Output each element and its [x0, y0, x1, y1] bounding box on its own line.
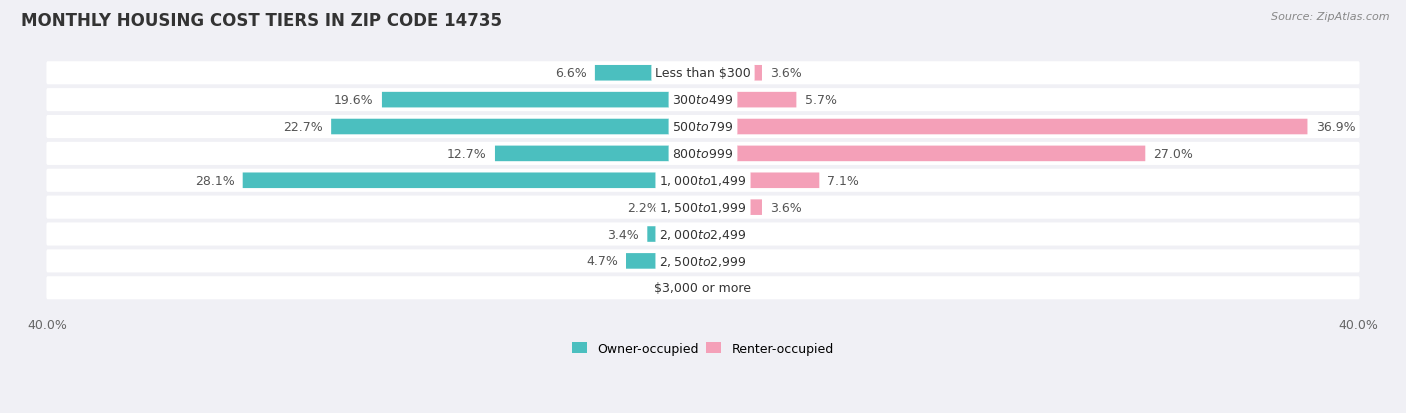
Text: 22.7%: 22.7% — [283, 121, 323, 134]
Text: Source: ZipAtlas.com: Source: ZipAtlas.com — [1271, 12, 1389, 22]
Text: 3.4%: 3.4% — [607, 228, 640, 241]
Text: 5.7%: 5.7% — [804, 94, 837, 107]
Text: 3.6%: 3.6% — [770, 201, 801, 214]
FancyBboxPatch shape — [647, 227, 703, 242]
FancyBboxPatch shape — [46, 62, 1360, 85]
FancyBboxPatch shape — [46, 196, 1360, 219]
FancyBboxPatch shape — [595, 66, 703, 81]
Text: 28.1%: 28.1% — [195, 174, 235, 188]
Text: 0.0%: 0.0% — [711, 255, 744, 268]
FancyBboxPatch shape — [46, 277, 1360, 299]
FancyBboxPatch shape — [46, 142, 1360, 166]
FancyBboxPatch shape — [332, 119, 703, 135]
FancyBboxPatch shape — [495, 146, 703, 162]
Text: 19.6%: 19.6% — [335, 94, 374, 107]
FancyBboxPatch shape — [666, 200, 703, 216]
Text: 7.1%: 7.1% — [828, 174, 859, 188]
Text: 3.6%: 3.6% — [770, 67, 801, 80]
FancyBboxPatch shape — [703, 119, 1308, 135]
FancyBboxPatch shape — [703, 66, 762, 81]
Text: 4.7%: 4.7% — [586, 255, 617, 268]
Text: 0.0%: 0.0% — [711, 228, 744, 241]
FancyBboxPatch shape — [626, 254, 703, 269]
FancyBboxPatch shape — [243, 173, 703, 189]
FancyBboxPatch shape — [703, 173, 820, 189]
FancyBboxPatch shape — [703, 93, 796, 108]
FancyBboxPatch shape — [46, 89, 1360, 112]
FancyBboxPatch shape — [46, 116, 1360, 139]
Text: $2,000 to $2,499: $2,000 to $2,499 — [659, 228, 747, 242]
Text: $1,500 to $1,999: $1,500 to $1,999 — [659, 201, 747, 215]
Text: Less than $300: Less than $300 — [655, 67, 751, 80]
Text: 36.9%: 36.9% — [1316, 121, 1355, 134]
Text: 6.6%: 6.6% — [555, 67, 586, 80]
Text: $800 to $999: $800 to $999 — [672, 147, 734, 161]
Text: $500 to $799: $500 to $799 — [672, 121, 734, 134]
FancyBboxPatch shape — [703, 200, 762, 216]
Text: $1,000 to $1,499: $1,000 to $1,499 — [659, 174, 747, 188]
Legend: Owner-occupied, Renter-occupied: Owner-occupied, Renter-occupied — [568, 337, 838, 360]
Text: 0.0%: 0.0% — [662, 282, 695, 294]
Text: 27.0%: 27.0% — [1153, 147, 1194, 161]
Text: 0.0%: 0.0% — [711, 282, 744, 294]
Text: $300 to $499: $300 to $499 — [672, 94, 734, 107]
Text: $2,500 to $2,999: $2,500 to $2,999 — [659, 254, 747, 268]
Text: MONTHLY HOUSING COST TIERS IN ZIP CODE 14735: MONTHLY HOUSING COST TIERS IN ZIP CODE 1… — [21, 12, 502, 30]
Text: 12.7%: 12.7% — [447, 147, 486, 161]
FancyBboxPatch shape — [703, 146, 1146, 162]
FancyBboxPatch shape — [46, 250, 1360, 273]
Text: $3,000 or more: $3,000 or more — [655, 282, 751, 294]
FancyBboxPatch shape — [382, 93, 703, 108]
FancyBboxPatch shape — [46, 223, 1360, 246]
Text: 2.2%: 2.2% — [627, 201, 659, 214]
FancyBboxPatch shape — [46, 169, 1360, 192]
